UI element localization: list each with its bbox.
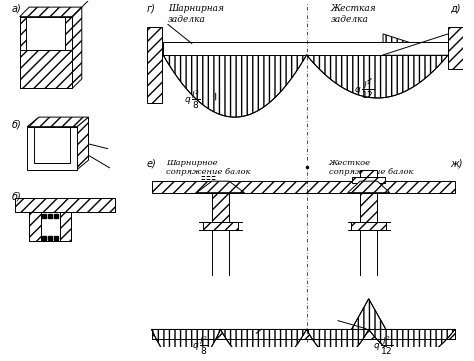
Bar (29, 212, 71, 242)
Polygon shape (220, 330, 307, 361)
Bar (147, 27, 162, 103)
Bar (15, 199, 115, 212)
Polygon shape (19, 50, 72, 88)
Polygon shape (347, 181, 390, 193)
Bar (353, 177, 385, 183)
Bar (163, 42, 448, 55)
Bar (27, 17, 64, 50)
Text: б): б) (12, 192, 22, 202)
Text: б): б) (12, 120, 22, 130)
Bar (19, 17, 72, 88)
Bar (60, 212, 71, 242)
Polygon shape (19, 17, 27, 50)
Polygon shape (77, 117, 89, 170)
Polygon shape (163, 55, 307, 117)
Text: Жесткое
сопряжение балок: Жесткое сопряжение балок (328, 159, 413, 177)
Text: Шарнирное
сопряжение балок: Шарнирное сопряжение балок (166, 159, 250, 177)
Bar (152, 330, 455, 339)
Polygon shape (72, 7, 82, 88)
Bar (152, 181, 455, 193)
Text: г): г) (147, 3, 156, 13)
Text: Жесткая
заделка: Жесткая заделка (330, 4, 376, 24)
Text: $q\,\dfrac{l^2}{12}$: $q\,\dfrac{l^2}{12}$ (374, 335, 394, 357)
Polygon shape (19, 7, 82, 17)
Text: д): д) (450, 3, 461, 13)
Polygon shape (27, 117, 89, 127)
Polygon shape (64, 17, 72, 50)
Text: е): е) (147, 158, 156, 168)
Bar (29, 212, 41, 242)
Polygon shape (152, 330, 220, 361)
Bar (360, 193, 377, 222)
Polygon shape (383, 34, 448, 55)
Polygon shape (352, 299, 386, 330)
Bar (212, 193, 229, 222)
Bar (448, 27, 465, 69)
Bar (203, 222, 237, 230)
Polygon shape (307, 330, 369, 358)
Bar (41, 212, 60, 242)
Polygon shape (307, 55, 448, 98)
Text: ж): ж) (450, 158, 463, 168)
Polygon shape (197, 181, 245, 193)
Text: $q\,\dfrac{l^2}{12}$: $q\,\dfrac{l^2}{12}$ (355, 79, 375, 101)
Bar (360, 170, 377, 177)
Text: $q\,\dfrac{l^2}{8}$: $q\,\dfrac{l^2}{8}$ (184, 89, 201, 111)
Text: Шарнирная
заделка: Шарнирная заделка (168, 4, 224, 24)
Bar (27, 127, 77, 170)
Polygon shape (369, 330, 455, 358)
Text: а): а) (12, 3, 22, 13)
Bar (34, 127, 70, 163)
Text: $q\,\dfrac{l^2}{8}$: $q\,\dfrac{l^2}{8}$ (192, 335, 209, 357)
Bar (352, 222, 386, 230)
